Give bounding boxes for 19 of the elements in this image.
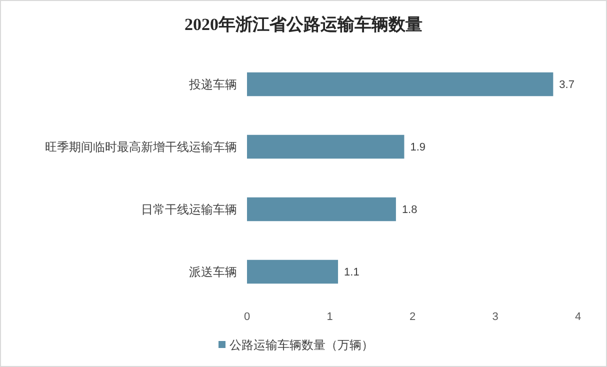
legend-label: 公路运输车辆数量（万辆）	[230, 338, 374, 352]
x-tick-label: 1	[326, 311, 333, 323]
chart-title: 2020年浙江省公路运输车辆数量	[184, 15, 422, 34]
y-tick-label: 日常干线运输车辆	[141, 202, 237, 216]
y-tick-label: 旺季期间临时最高新增干线运输车辆	[45, 140, 237, 154]
bar	[247, 260, 338, 284]
y-tick-label: 投递车辆	[188, 77, 237, 92]
data-label: 1.1	[344, 266, 360, 279]
x-tick-label: 3	[492, 311, 498, 323]
bar	[247, 134, 404, 159]
x-tick-label: 0	[244, 311, 250, 323]
y-tick-label: 派送车辆	[189, 264, 237, 279]
x-tick-label: 4	[574, 311, 582, 323]
bar	[247, 197, 396, 222]
x-tick-label: 2	[409, 311, 416, 323]
data-label: 1.9	[410, 142, 426, 154]
bar	[247, 72, 554, 96]
data-label: 1.8	[402, 204, 418, 216]
data-label: 3.7	[559, 79, 574, 92]
